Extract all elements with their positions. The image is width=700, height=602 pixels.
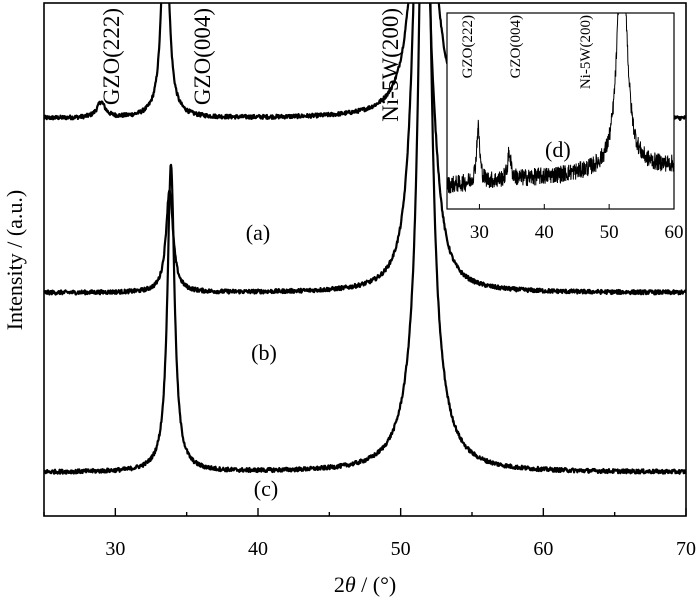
- inset-peak-label: Ni-5W(200): [578, 15, 594, 89]
- x-tick-label: 70: [676, 538, 696, 560]
- inset-x-tick-label: 40: [535, 222, 554, 243]
- x-axis-label-prefix: 2: [334, 572, 345, 597]
- main-x-ticks: 30 40 50 60 70: [43, 508, 696, 560]
- peak-label: GZO(222): [99, 8, 124, 105]
- inset-x-tick-label: 30: [470, 222, 489, 243]
- series-line: [44, 3, 686, 296]
- series-line: [44, 3, 686, 475]
- peak-label: GZO(004): [190, 8, 215, 105]
- inset-panel-label: (d): [545, 137, 571, 162]
- series-labels: (a) (b) (c): [246, 220, 278, 501]
- x-tick-label: 50: [391, 538, 411, 560]
- series-label: (a): [246, 220, 270, 245]
- inset-peak-label: GZO(004): [508, 15, 524, 78]
- peak-label: Ni-5W(200): [378, 8, 403, 122]
- x-tick-label: 60: [533, 538, 553, 560]
- x-tick-label: 40: [248, 538, 268, 560]
- inset-x-tick-label: 50: [600, 222, 619, 243]
- inset-x-ticks: 30 40 50 60: [470, 204, 684, 243]
- x-axis-label: 2θ / (°): [334, 572, 396, 597]
- y-axis-label: Intensity / (a.u.): [2, 190, 27, 331]
- x-tick-label: 30: [105, 538, 125, 560]
- inset-traces: [447, 13, 674, 194]
- inset-x-tick-label: 60: [665, 222, 684, 243]
- inset-peak-labels: GZO(222) GZO(004) Ni-5W(200): [460, 15, 594, 89]
- inset-peak-label: GZO(222): [460, 15, 476, 78]
- series-label: (b): [251, 340, 277, 365]
- x-axis-label-suffix: / (°): [356, 572, 397, 597]
- inset-series-line: [447, 13, 674, 194]
- inset-plot-frame: [446, 12, 675, 210]
- series-label: (c): [254, 476, 278, 501]
- main-peak-labels: GZO(222) GZO(004) Ni-5W(200): [99, 8, 403, 122]
- main-plot-frame: [43, 2, 687, 517]
- x-axis-label-theta: θ: [345, 572, 356, 597]
